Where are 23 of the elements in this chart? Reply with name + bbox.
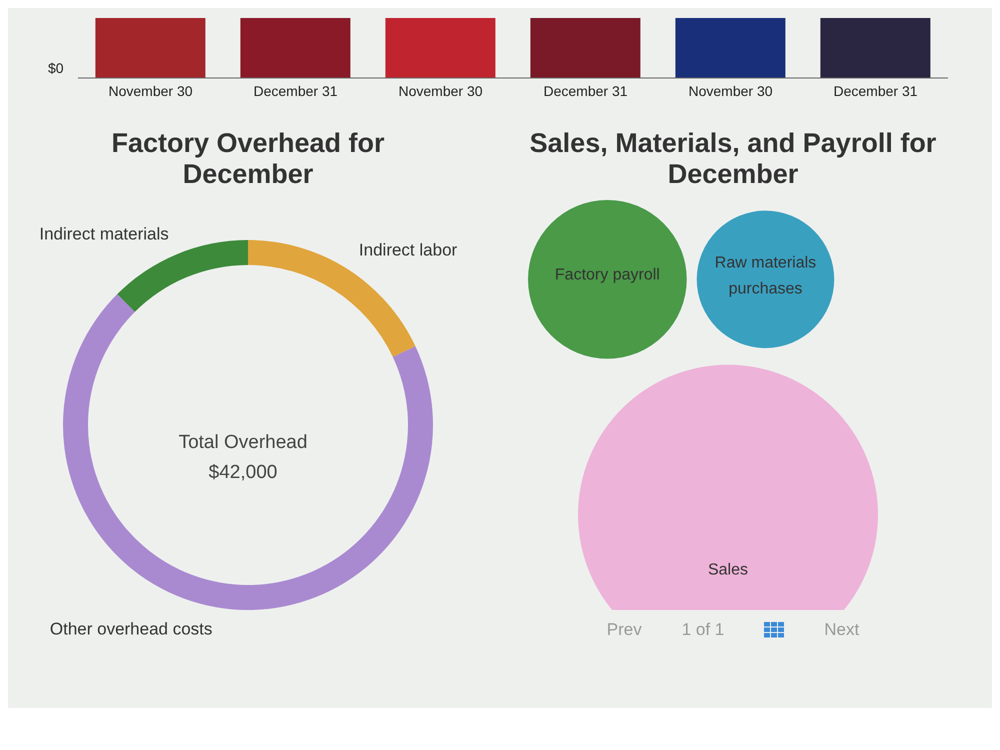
slice-label: Other overhead costs	[50, 619, 212, 638]
x-tick-label: November 30	[398, 82, 483, 99]
x-tick-label: November 30	[108, 82, 193, 99]
x-tick-label: December 31	[543, 82, 628, 99]
x-tick-label: December 31	[833, 82, 918, 99]
slice-label: Indirect labor	[358, 240, 458, 260]
category-label: Factory payroll	[554, 266, 660, 284]
text: 1 of 1	[682, 620, 724, 640]
text: Total Overhead	[178, 431, 308, 455]
category-label: Raw materials purchases	[714, 254, 816, 298]
chart-title: Factory Overhead for December	[110, 128, 386, 190]
category-label: Sales	[708, 562, 748, 579]
text: $42,000	[208, 461, 278, 485]
text: $0	[48, 60, 64, 76]
x-tick-label: December 31	[253, 82, 338, 99]
x-tick-label: November 30	[688, 82, 773, 99]
donut-slice	[117, 240, 248, 312]
donut-slice	[248, 240, 416, 357]
text: Next	[824, 620, 860, 640]
slice-label: Indirect materials	[39, 224, 169, 244]
text: Prev	[606, 620, 642, 640]
donut-slice	[63, 294, 433, 610]
text: Sales, Materials, and Payroll for December	[528, 128, 938, 190]
